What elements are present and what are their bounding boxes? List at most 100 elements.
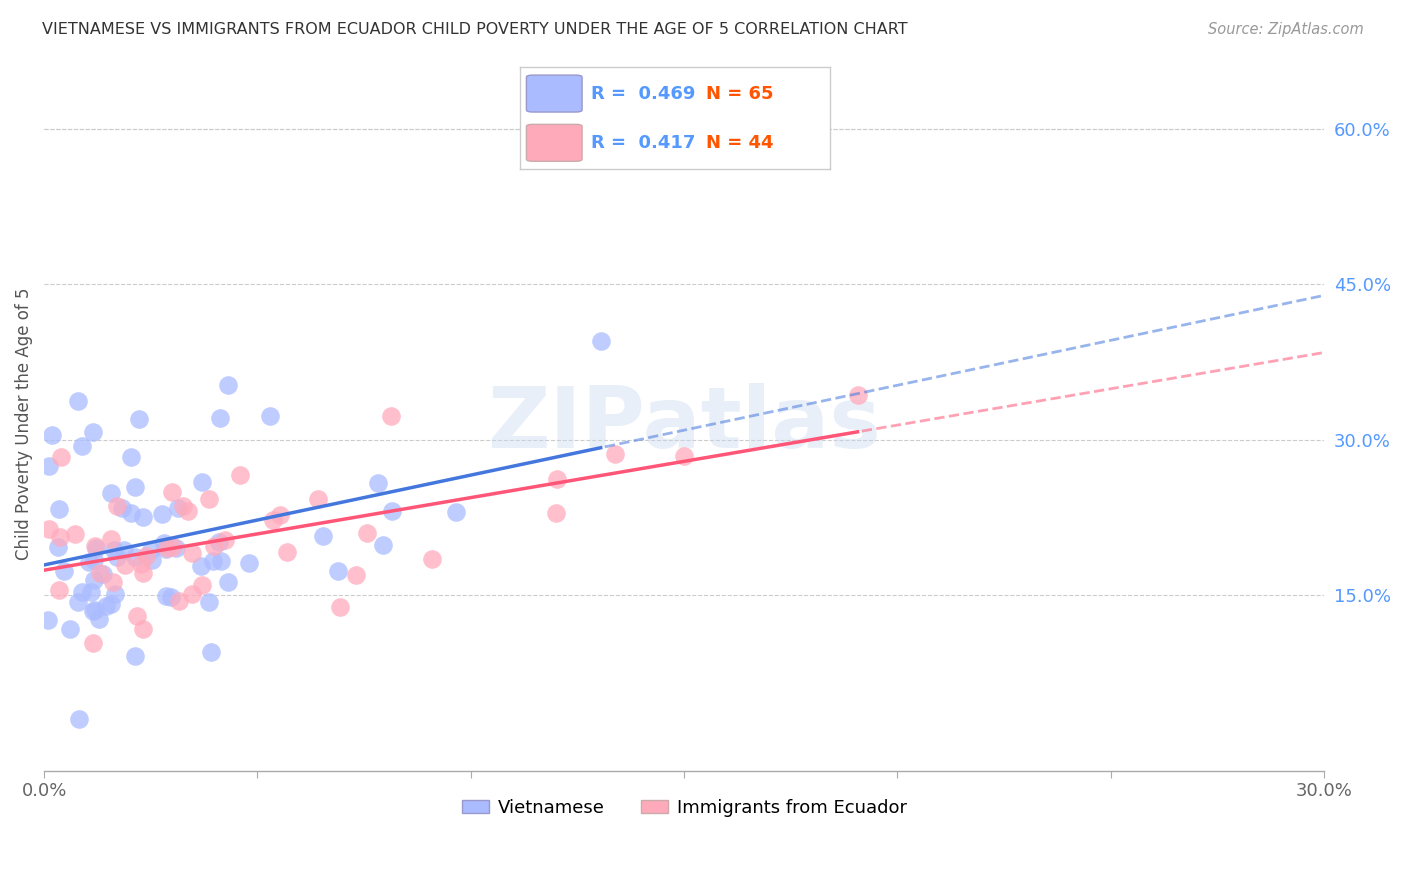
Point xyxy=(94,599,117,613)
Point xyxy=(91,567,114,582)
Point xyxy=(53,564,76,578)
Point xyxy=(672,449,695,463)
Text: ZIPatlas: ZIPatlas xyxy=(488,383,882,466)
Point xyxy=(344,567,367,582)
Point xyxy=(262,513,284,527)
Point xyxy=(83,552,105,566)
FancyBboxPatch shape xyxy=(526,75,582,112)
Point xyxy=(135,549,157,563)
Point xyxy=(124,549,146,564)
Point xyxy=(38,522,60,536)
Text: N = 65: N = 65 xyxy=(706,85,773,103)
Point xyxy=(87,612,110,626)
Point xyxy=(48,501,70,516)
Point xyxy=(238,556,260,570)
Point xyxy=(155,589,177,603)
Point xyxy=(371,538,394,552)
Point xyxy=(49,450,72,465)
Point xyxy=(207,535,229,549)
Point xyxy=(160,590,183,604)
Point xyxy=(41,428,63,442)
Point xyxy=(112,542,135,557)
Point xyxy=(77,555,100,569)
Point xyxy=(591,334,613,348)
Point xyxy=(166,501,188,516)
Point xyxy=(63,526,86,541)
Point xyxy=(276,545,298,559)
Point xyxy=(162,485,184,500)
Point xyxy=(111,500,134,515)
Point xyxy=(100,486,122,500)
Point xyxy=(167,594,190,608)
Point xyxy=(101,575,124,590)
Point xyxy=(82,604,104,618)
Point xyxy=(605,447,627,461)
Point xyxy=(181,545,204,559)
Point xyxy=(217,574,239,589)
Point xyxy=(125,609,148,624)
Point xyxy=(132,509,155,524)
Point xyxy=(198,491,221,506)
Point xyxy=(132,622,155,636)
Point xyxy=(177,504,200,518)
Point xyxy=(67,712,90,726)
Point xyxy=(82,636,104,650)
Point xyxy=(172,499,194,513)
Point xyxy=(155,542,177,557)
Point xyxy=(107,549,129,564)
Point xyxy=(544,506,567,520)
Point xyxy=(83,574,105,588)
Point xyxy=(46,540,69,554)
Point xyxy=(120,506,142,520)
Point xyxy=(846,388,869,402)
Point xyxy=(70,439,93,453)
Point xyxy=(181,587,204,601)
Point xyxy=(58,622,80,636)
Point xyxy=(38,459,60,474)
Point xyxy=(208,411,231,425)
Point xyxy=(312,529,335,543)
Point xyxy=(67,595,90,609)
Point xyxy=(328,564,350,578)
Point xyxy=(114,558,136,573)
FancyBboxPatch shape xyxy=(526,124,582,161)
Point xyxy=(100,597,122,611)
Point xyxy=(420,552,443,566)
Point xyxy=(49,530,72,544)
Point xyxy=(162,540,184,554)
Point xyxy=(259,409,281,423)
Point xyxy=(356,525,378,540)
Point xyxy=(269,508,291,522)
Point xyxy=(444,505,467,519)
Point xyxy=(129,557,152,571)
Point xyxy=(105,500,128,514)
Point xyxy=(381,504,404,518)
Point xyxy=(150,508,173,522)
Point xyxy=(37,613,59,627)
Point xyxy=(70,585,93,599)
Point xyxy=(307,492,329,507)
Point xyxy=(141,553,163,567)
Point xyxy=(165,541,187,555)
Point xyxy=(200,644,222,658)
Point xyxy=(202,540,225,554)
Point xyxy=(367,475,389,490)
Point xyxy=(66,394,89,409)
Point xyxy=(152,536,174,550)
Point xyxy=(48,583,70,598)
Point xyxy=(100,532,122,546)
Point xyxy=(209,554,232,568)
Point xyxy=(191,578,214,592)
Point xyxy=(229,467,252,482)
Point xyxy=(156,541,179,556)
Point xyxy=(120,450,142,464)
Text: R =  0.469: R = 0.469 xyxy=(592,85,696,103)
Point xyxy=(89,566,111,581)
Point xyxy=(139,542,162,557)
Point xyxy=(546,472,568,486)
Text: N = 44: N = 44 xyxy=(706,134,773,152)
Y-axis label: Child Poverty Under the Age of 5: Child Poverty Under the Age of 5 xyxy=(15,288,32,560)
Point xyxy=(329,600,352,615)
Text: Source: ZipAtlas.com: Source: ZipAtlas.com xyxy=(1208,22,1364,37)
Text: VIETNAMESE VS IMMIGRANTS FROM ECUADOR CHILD POVERTY UNDER THE AGE OF 5 CORRELATI: VIETNAMESE VS IMMIGRANTS FROM ECUADOR CH… xyxy=(42,22,908,37)
